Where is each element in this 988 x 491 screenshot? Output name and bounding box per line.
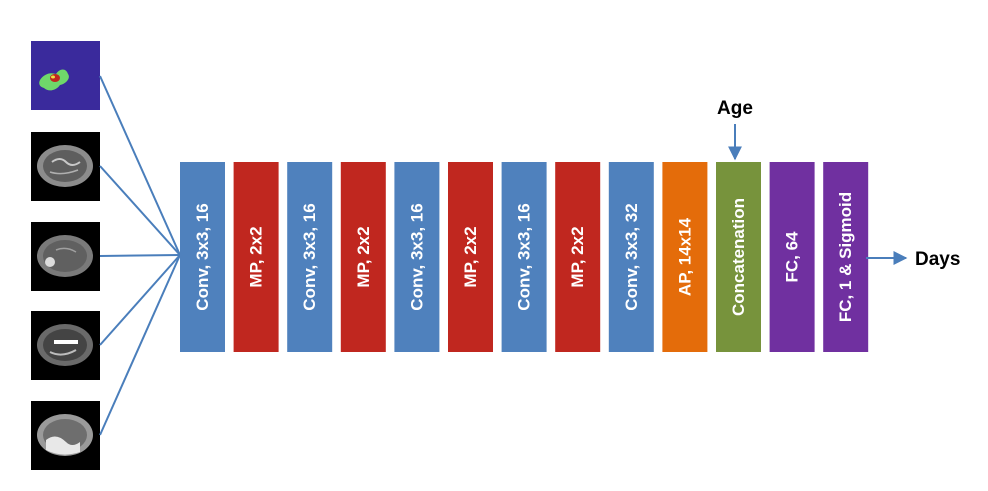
layer-block-conv: Conv, 3x3, 16 [180,162,225,352]
layer-label: Conv, 3x3, 32 [622,203,641,310]
connector-line [99,254,181,257]
connector-line [99,254,181,436]
input-image-segmentation [31,41,100,110]
input-image-mri-2 [31,222,100,291]
output: Days [866,249,960,270]
layer-block-conv: Conv, 3x3, 32 [608,162,654,352]
layer-label: AP, 14x14 [675,217,694,296]
layer-block-rect [394,162,440,352]
connector-line [99,254,181,346]
layer-block-conv: Conv, 3x3, 16 [501,162,547,352]
layer-label: Conv, 3x3, 16 [515,203,534,310]
layer-label: Conv, 3x3, 16 [300,203,319,310]
layer-label: FC, 1 & Sigmoid [836,192,855,322]
layer-block-conv: Conv, 3x3, 16 [287,162,333,352]
days-label: Days [915,249,960,270]
connector-line [99,165,181,256]
layer-block-fc: FC, 64 [769,162,815,352]
layer-label: Concatenation [729,198,748,316]
layer-block-pool: MP, 2x2 [340,162,386,352]
layer-block-rect [180,162,225,352]
input-image-mri-1 [31,132,100,201]
input-connectors [99,75,181,436]
layer-label: Conv, 3x3, 16 [193,203,212,310]
layer-block-rect [233,162,279,352]
layer-label: MP, 2x2 [354,226,373,287]
layer-block-pool: MP, 2x2 [555,162,601,352]
layer-label: MP, 2x2 [568,226,587,287]
layer-blocks: Conv, 3x3, 16 MP, 2x2 Conv, 3x3, 16 MP, 2x2… [180,162,869,352]
layer-block-rect [501,162,547,352]
layer-block-rect [716,162,761,352]
layer-block-avgpool: AP, 14x14 [662,162,708,352]
layer-block-rect [608,162,654,352]
connector-line [99,75,181,256]
layer-block-rect [448,162,493,352]
layer-block-concat: Concatenation [716,162,761,352]
age-input: Age [717,98,753,161]
layer-block-rect [287,162,333,352]
layer-block-rect [340,162,386,352]
layer-label: MP, 2x2 [247,226,266,287]
layer-block-conv: Conv, 3x3, 16 [394,162,440,352]
layer-block-pool: MP, 2x2 [448,162,493,352]
layer-block-rect [555,162,601,352]
age-label: Age [717,98,753,119]
layer-block-rect [769,162,815,352]
input-image-mri-4 [31,401,100,470]
layer-label: MP, 2x2 [461,226,480,287]
layer-block-rect [662,162,708,352]
input-image-mri-3 [31,311,100,380]
layer-label: FC, 64 [783,231,802,283]
layer-block-rect [823,162,869,352]
layer-block-fc: FC, 1 & Sigmoid [823,162,869,352]
layer-label: Conv, 3x3, 16 [407,203,426,310]
input-images [31,41,100,470]
layer-block-pool: MP, 2x2 [233,162,279,352]
